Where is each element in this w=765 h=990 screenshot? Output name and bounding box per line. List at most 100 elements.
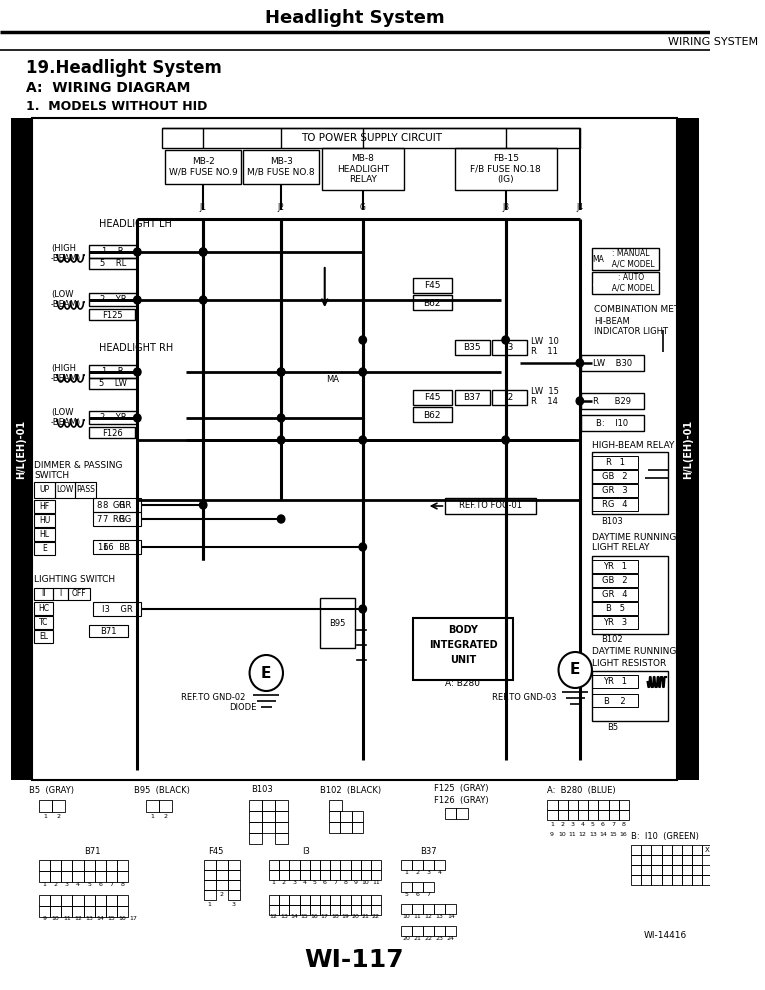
Text: B71: B71 <box>100 627 117 636</box>
Bar <box>262 811 275 822</box>
Text: 3: 3 <box>427 869 431 874</box>
Circle shape <box>200 248 207 256</box>
Text: 17: 17 <box>321 915 329 920</box>
Text: TC: TC <box>39 618 48 627</box>
Text: 4: 4 <box>76 881 80 886</box>
Circle shape <box>359 436 366 444</box>
Text: H/L(EH)-01: H/L(EH)-01 <box>683 420 693 478</box>
Circle shape <box>40 516 49 526</box>
Bar <box>50 895 61 906</box>
Text: HF: HF <box>40 502 50 511</box>
Bar <box>39 906 50 917</box>
Bar <box>50 860 61 871</box>
Text: 9: 9 <box>43 917 47 922</box>
Text: 15: 15 <box>301 915 308 920</box>
Bar <box>39 871 50 882</box>
Bar <box>412 882 423 892</box>
Text: 11: 11 <box>568 832 576 837</box>
Text: 22: 22 <box>372 915 379 920</box>
Bar <box>310 870 320 880</box>
Bar <box>106 860 117 871</box>
Bar <box>117 906 128 917</box>
Text: A: B280: A: B280 <box>445 679 480 688</box>
Text: 6: 6 <box>601 822 605 827</box>
Bar <box>598 800 609 810</box>
Text: R    11: R 11 <box>531 347 558 356</box>
Text: 2: 2 <box>54 881 57 886</box>
Bar <box>662 865 672 875</box>
Bar <box>145 800 158 812</box>
Bar <box>340 822 352 833</box>
Text: 21: 21 <box>362 915 369 920</box>
Text: B   5: B 5 <box>606 604 624 613</box>
Bar <box>651 855 662 865</box>
Bar <box>330 905 340 915</box>
Text: 5    RL: 5 RL <box>100 259 126 268</box>
Bar <box>631 845 641 855</box>
Bar <box>279 860 289 870</box>
Bar <box>588 810 598 820</box>
Text: 7: 7 <box>611 822 615 827</box>
Text: DIMMER & PASSING: DIMMER & PASSING <box>34 461 123 470</box>
Bar <box>423 860 435 870</box>
Bar <box>249 811 262 822</box>
Text: 2: 2 <box>415 869 419 874</box>
Bar <box>581 393 644 409</box>
Text: -BEAM): -BEAM) <box>51 373 81 382</box>
Text: F125  (GRAY): F125 (GRAY) <box>434 783 488 793</box>
Bar <box>492 340 527 355</box>
Bar <box>631 855 641 865</box>
Text: 12: 12 <box>74 917 82 922</box>
Bar <box>413 618 513 680</box>
Text: WIRING SYSTEM: WIRING SYSTEM <box>668 37 758 47</box>
Text: E: E <box>261 665 272 680</box>
Text: 10: 10 <box>362 879 369 884</box>
Text: HEADLIGHT LH: HEADLIGHT LH <box>99 219 172 229</box>
Text: I3    GR: I3 GR <box>102 605 132 614</box>
Bar <box>651 865 662 875</box>
Text: 3: 3 <box>232 902 236 907</box>
Text: 1: 1 <box>150 814 154 819</box>
Bar <box>412 904 423 914</box>
Text: MA: MA <box>592 254 604 263</box>
Text: AA: AA <box>593 278 604 287</box>
Bar <box>53 588 68 600</box>
Bar <box>269 905 279 915</box>
Text: F126: F126 <box>102 429 122 438</box>
Text: 1: 1 <box>44 814 47 819</box>
Bar <box>592 675 638 688</box>
Bar <box>34 542 55 555</box>
Text: F45: F45 <box>424 281 441 290</box>
Bar <box>310 905 320 915</box>
Text: 6: 6 <box>415 892 419 897</box>
Text: 10: 10 <box>402 914 410 919</box>
Bar <box>289 870 300 880</box>
Text: H/L(EH)-01: H/L(EH)-01 <box>16 420 26 478</box>
Bar <box>682 865 692 875</box>
Bar <box>492 390 527 405</box>
Bar <box>34 482 55 498</box>
Text: 19.Headlight System: 19.Headlight System <box>26 59 222 77</box>
Text: 8: 8 <box>121 881 125 886</box>
Text: 11: 11 <box>63 917 70 922</box>
Bar <box>592 671 668 721</box>
Bar <box>592 694 638 707</box>
Bar <box>682 875 692 885</box>
Bar <box>204 890 216 900</box>
Text: 7    RG: 7 RG <box>97 516 125 525</box>
Text: B37: B37 <box>464 393 481 403</box>
Bar <box>340 870 350 880</box>
Text: 10: 10 <box>52 917 60 922</box>
Text: GB   2: GB 2 <box>602 576 628 585</box>
Circle shape <box>359 336 366 344</box>
Bar <box>592 588 638 601</box>
Circle shape <box>359 605 366 613</box>
Bar <box>34 588 53 600</box>
Bar <box>651 875 662 885</box>
Bar <box>361 870 371 880</box>
Text: HIGH-BEAM RELAY: HIGH-BEAM RELAY <box>592 441 674 449</box>
Text: 5: 5 <box>591 822 595 827</box>
Bar <box>310 895 320 905</box>
Text: B95: B95 <box>330 619 346 628</box>
Text: MA: MA <box>326 375 339 384</box>
